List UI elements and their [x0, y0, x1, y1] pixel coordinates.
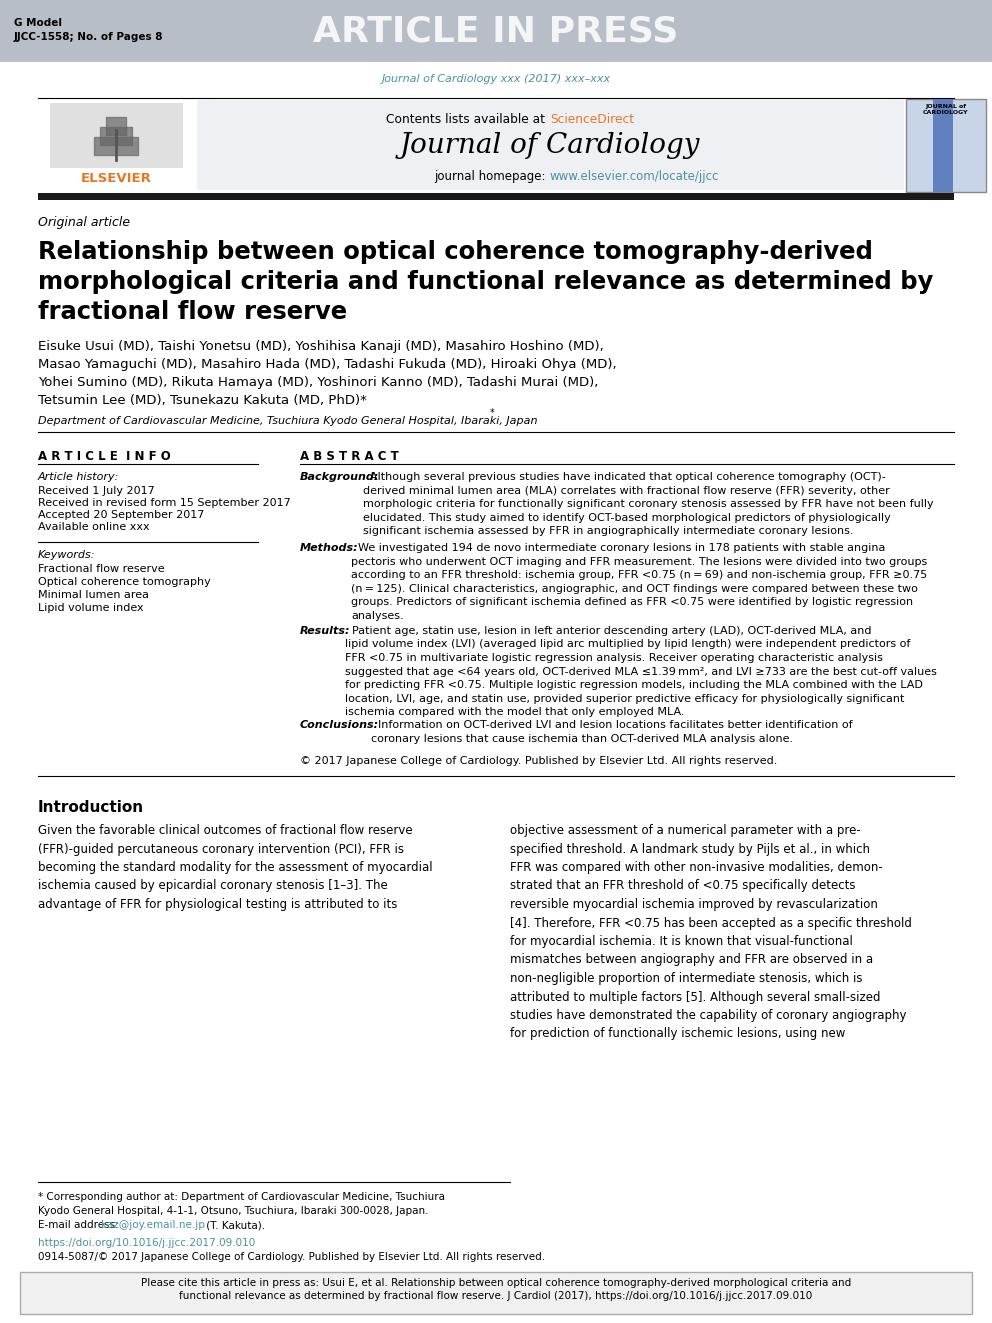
Text: Available online xxx: Available online xxx — [38, 523, 150, 532]
Text: (T. Kakuta).: (T. Kakuta). — [203, 1220, 265, 1230]
Bar — [50, 103, 183, 168]
Text: A B S T R A C T: A B S T R A C T — [300, 450, 399, 463]
Text: objective assessment of a numerical parameter with a pre-
specified threshold. A: objective assessment of a numerical para… — [510, 824, 912, 1040]
Bar — [933, 99, 953, 192]
Text: Introduction: Introduction — [38, 800, 144, 815]
Text: Relationship between optical coherence tomography-derived
morphological criteria: Relationship between optical coherence t… — [38, 239, 933, 324]
Text: Information on OCT-derived LVI and lesion locations facilitates better identific: Information on OCT-derived LVI and lesio… — [371, 721, 853, 744]
Text: Eisuke Usui (MD), Taishi Yonetsu (MD), Yoshihisa Kanaji (MD), Masahiro Hoshino (: Eisuke Usui (MD), Taishi Yonetsu (MD), Y… — [38, 340, 617, 407]
Text: Lipid volume index: Lipid volume index — [38, 603, 144, 613]
Text: Contents lists available at: Contents lists available at — [386, 112, 549, 126]
Text: Minimal lumen area: Minimal lumen area — [38, 590, 149, 601]
Text: ScienceDirect: ScienceDirect — [550, 112, 634, 126]
Text: Keywords:: Keywords: — [38, 550, 95, 560]
Text: Received in revised form 15 September 2017: Received in revised form 15 September 20… — [38, 497, 291, 508]
Text: E-mail address:: E-mail address: — [38, 1220, 122, 1230]
Text: Fractional flow reserve: Fractional flow reserve — [38, 564, 165, 574]
Text: * Corresponding author at: Department of Cardiovascular Medicine, Tsuchiura: * Corresponding author at: Department of… — [38, 1192, 445, 1203]
Text: Article history:: Article history: — [38, 472, 119, 482]
Text: Department of Cardiovascular Medicine, Tsuchiura Kyodo General Hospital, Ibaraki: Department of Cardiovascular Medicine, T… — [38, 415, 538, 426]
Text: JJCC-1558; No. of Pages 8: JJCC-1558; No. of Pages 8 — [14, 32, 164, 42]
Text: *: * — [490, 407, 495, 418]
Text: Methods:: Methods: — [300, 542, 359, 553]
Text: G Model: G Model — [14, 19, 62, 28]
Text: Background:: Background: — [300, 472, 379, 482]
Text: Received 1 July 2017: Received 1 July 2017 — [38, 486, 155, 496]
Text: Accepted 20 September 2017: Accepted 20 September 2017 — [38, 509, 204, 520]
Bar — [38, 101, 195, 191]
Text: ELSEVIER: ELSEVIER — [80, 172, 152, 185]
Text: Patient age, statin use, lesion in left anterior descending artery (LAD), OCT-de: Patient age, statin use, lesion in left … — [345, 626, 936, 717]
Text: journal homepage:: journal homepage: — [434, 169, 549, 183]
Text: Please cite this article in press as: Usui E, et al. Relationship between optica: Please cite this article in press as: Us… — [141, 1278, 851, 1289]
Text: JOURNAL of
CARDIOLOGY: JOURNAL of CARDIOLOGY — [924, 105, 969, 115]
Bar — [38, 193, 954, 200]
Text: ARTICLE IN PRESS: ARTICLE IN PRESS — [313, 15, 679, 48]
Text: Optical coherence tomography: Optical coherence tomography — [38, 577, 210, 587]
Text: Original article: Original article — [38, 216, 130, 229]
Text: Kyodo General Hospital, 4-1-1, Otsuno, Tsuchiura, Ibaraki 300-0028, Japan.: Kyodo General Hospital, 4-1-1, Otsuno, T… — [38, 1207, 429, 1216]
Text: www.elsevier.com/locate/jjcc: www.elsevier.com/locate/jjcc — [550, 169, 719, 183]
Text: Given the favorable clinical outcomes of fractional flow reserve
(FFR)-guided pe: Given the favorable clinical outcomes of… — [38, 824, 433, 912]
Text: https://doi.org/10.1016/j.jjcc.2017.09.010: https://doi.org/10.1016/j.jjcc.2017.09.0… — [38, 1238, 255, 1248]
Text: A R T I C L E  I N F O: A R T I C L E I N F O — [38, 450, 171, 463]
Text: kaz@joy.email.ne.jp: kaz@joy.email.ne.jp — [101, 1220, 205, 1230]
Text: © 2017 Japanese College of Cardiology. Published by Elsevier Ltd. All rights res: © 2017 Japanese College of Cardiology. P… — [300, 755, 778, 766]
Bar — [197, 101, 904, 191]
Text: Conclusions:: Conclusions: — [300, 721, 379, 730]
Text: Journal of Cardiology xxx (2017) xxx–xxx: Journal of Cardiology xxx (2017) xxx–xxx — [382, 74, 610, 83]
Text: We investigated 194 de novo intermediate coronary lesions in 178 patients with s: We investigated 194 de novo intermediate… — [351, 542, 928, 620]
Bar — [0, 0, 992, 62]
Text: Journal of Cardiology: Journal of Cardiology — [400, 132, 700, 159]
Text: Although several previous studies have indicated that optical coherence tomograp: Although several previous studies have i… — [363, 472, 933, 536]
Bar — [20, 1271, 972, 1314]
Text: Results:: Results: — [300, 626, 350, 636]
Text: functional relevance as determined by fractional flow reserve. J Cardiol (2017),: functional relevance as determined by fr… — [180, 1291, 812, 1301]
Text: 0914-5087/© 2017 Japanese College of Cardiology. Published by Elsevier Ltd. All : 0914-5087/© 2017 Japanese College of Car… — [38, 1252, 546, 1262]
Bar — [906, 99, 986, 192]
